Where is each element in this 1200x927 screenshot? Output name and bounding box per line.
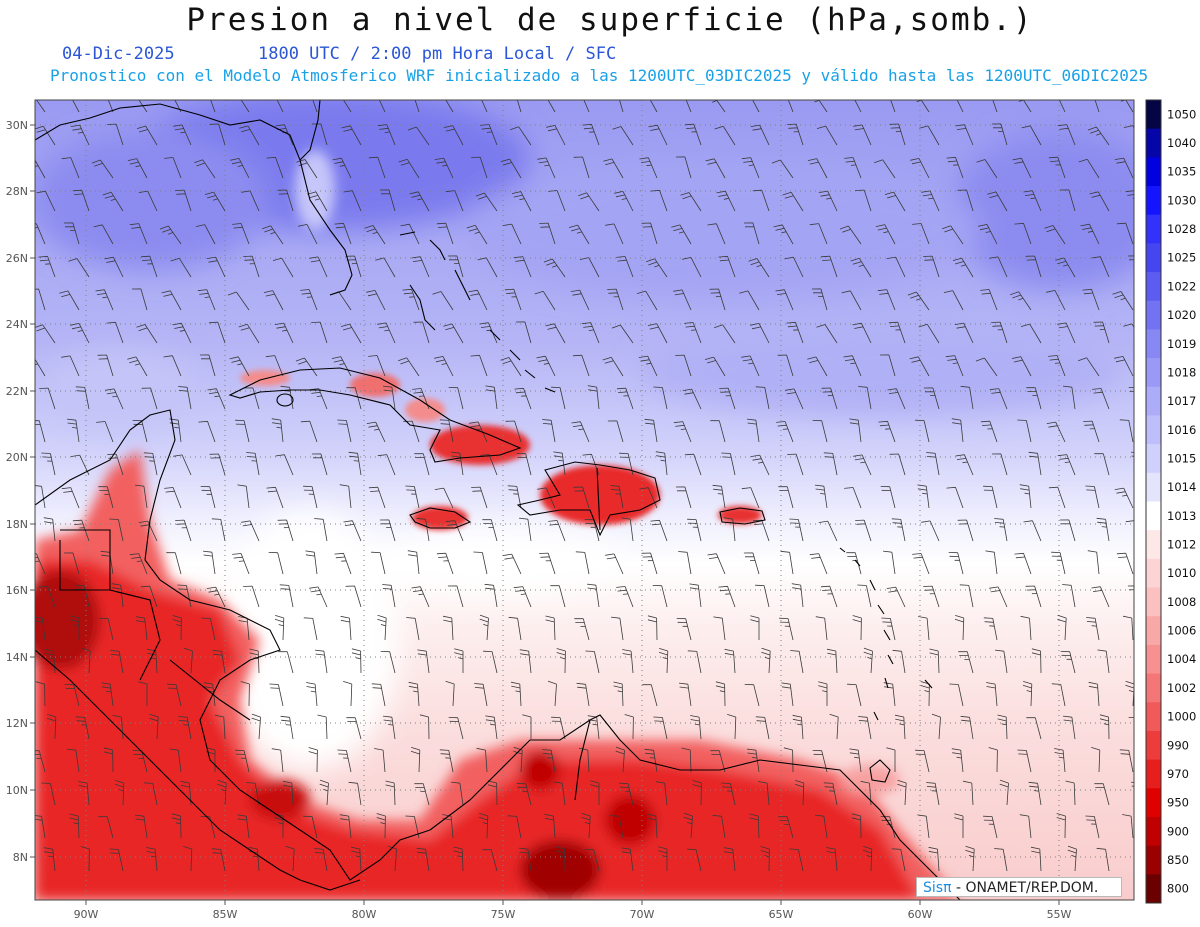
colorbar-label: 1006 [1167,624,1196,638]
colorbar-swatch [1146,759,1161,789]
lat-label: 10N [6,784,28,797]
colorbar-label: 1010 [1167,566,1196,580]
colorbar-swatch [1146,214,1161,244]
colorbar-swatch [1146,186,1161,216]
lat-label: 26N [6,252,28,265]
colorbar-swatch [1146,558,1161,589]
colorbar-label: 1028 [1167,222,1196,236]
colorbar-swatch [1146,788,1161,818]
colorbar-swatch [1146,644,1161,675]
colorbar-label: 1000 [1167,710,1196,724]
colorbar-label: 1020 [1167,308,1196,322]
colorbar-label: 950 [1167,796,1189,810]
lat-label: 24N [6,318,28,331]
colorbar-label: 1030 [1167,193,1196,207]
colorbar-label: 1012 [1167,538,1196,552]
lon-label: 80W [352,908,377,921]
pressure-field [35,100,1134,900]
coastlines [35,100,961,900]
lon-label: 65W [769,908,794,921]
colorbar-swatch [1146,845,1161,875]
lat-label: 28N [6,185,28,198]
lat-lon-grid [35,100,1134,900]
colorbar-label: 1019 [1167,337,1196,351]
lon-label: 75W [491,908,516,921]
longitude-axis: 90W 85W 80W 75W 70W 65W 60W 55W [74,900,1072,921]
colorbar-swatch [1146,444,1161,474]
colorbar-swatch [1146,243,1161,273]
lat-label: 12N [6,717,28,730]
colorbar-label: 1002 [1167,681,1196,695]
lon-label: 90W [74,908,99,921]
colorbar-label: 900 [1167,824,1189,838]
colorbar-swatch [1146,472,1161,502]
colorbar-label: 850 [1167,853,1189,867]
lat-label: 8N [13,851,28,864]
colorbar-swatch [1146,587,1161,617]
colorbar-swatch [1146,673,1161,703]
lon-label: 55W [1047,908,1072,921]
pressure-colorbar: 1050 1040 1035 1030 1028 1025 1022 1020 1019 1018… [1145,99,1196,904]
colorbar-swatch [1146,816,1161,847]
lon-label: 85W [213,908,238,921]
colorbar-label: 1016 [1167,423,1196,437]
colorbar-swatch [1146,272,1161,302]
valid-time: 1800 UTC / 2:00 pm Hora Local / SFC [258,44,617,64]
colorbar-label: 970 [1167,767,1189,781]
lat-label: 14N [6,651,28,664]
colorbar-label: 1035 [1167,165,1196,179]
lon-label: 70W [630,908,655,921]
colorbar-swatch [1146,530,1161,560]
lat-label: 16N [6,584,28,597]
map-title: Presion a nivel de superficie (hPa,somb.… [186,2,1034,38]
forecast-description: Pronostico con el Modelo Atmosferico WRF… [50,66,1149,85]
credit-brand: Sisπ [923,880,952,896]
colorbar-label: 1004 [1167,652,1196,666]
lon-label: 60W [908,908,933,921]
colorbar-label: 800 [1167,882,1189,896]
colorbar-label: 1015 [1167,451,1196,465]
plot-frame [34,99,1135,901]
colorbar-label: 990 [1167,738,1189,752]
colorbar-label: 1017 [1167,394,1196,408]
colorbar-swatch [1146,157,1161,187]
credit-box: Sisπ - ONAMET/REP.DOM. [916,877,1122,897]
latitude-axis: 30N 28N 26N 24N 22N 20N 18N 16N 14N 12N 10N 8N [6,119,35,864]
colorbar-label: 1014 [1167,480,1196,494]
colorbar-swatch [1146,358,1161,388]
colorbar-swatch [1146,300,1161,330]
colorbar-swatch [1146,616,1161,646]
lat-label: 20N [6,451,28,464]
wind-barbs [35,100,1134,872]
colorbar-swatch [1146,874,1161,904]
valid-date: 04-Dic-2025 [62,44,175,64]
colorbar-label: 1018 [1167,365,1196,379]
colorbar-label: 1013 [1167,509,1196,523]
colorbar-swatch [1146,386,1161,416]
lat-label: 22N [6,385,28,398]
colorbar-swatch [1146,128,1161,158]
colorbar-label: 1025 [1167,251,1196,265]
colorbar-label: 1022 [1167,279,1196,293]
credit-org: - ONAMET/REP.DOM. [955,880,1099,896]
colorbar-swatch [1146,100,1161,130]
colorbar-swatch [1146,702,1161,732]
lat-label: 30N [6,119,28,132]
colorbar-label: 1008 [1167,595,1196,609]
colorbar-swatch [1146,730,1161,761]
colorbar-swatch [1146,501,1161,531]
lat-label: 18N [6,518,28,531]
colorbar-swatch [1146,329,1161,359]
colorbar-label: 1040 [1167,136,1196,150]
colorbar-swatch [1146,415,1161,445]
colorbar-label: 1050 [1167,107,1196,121]
